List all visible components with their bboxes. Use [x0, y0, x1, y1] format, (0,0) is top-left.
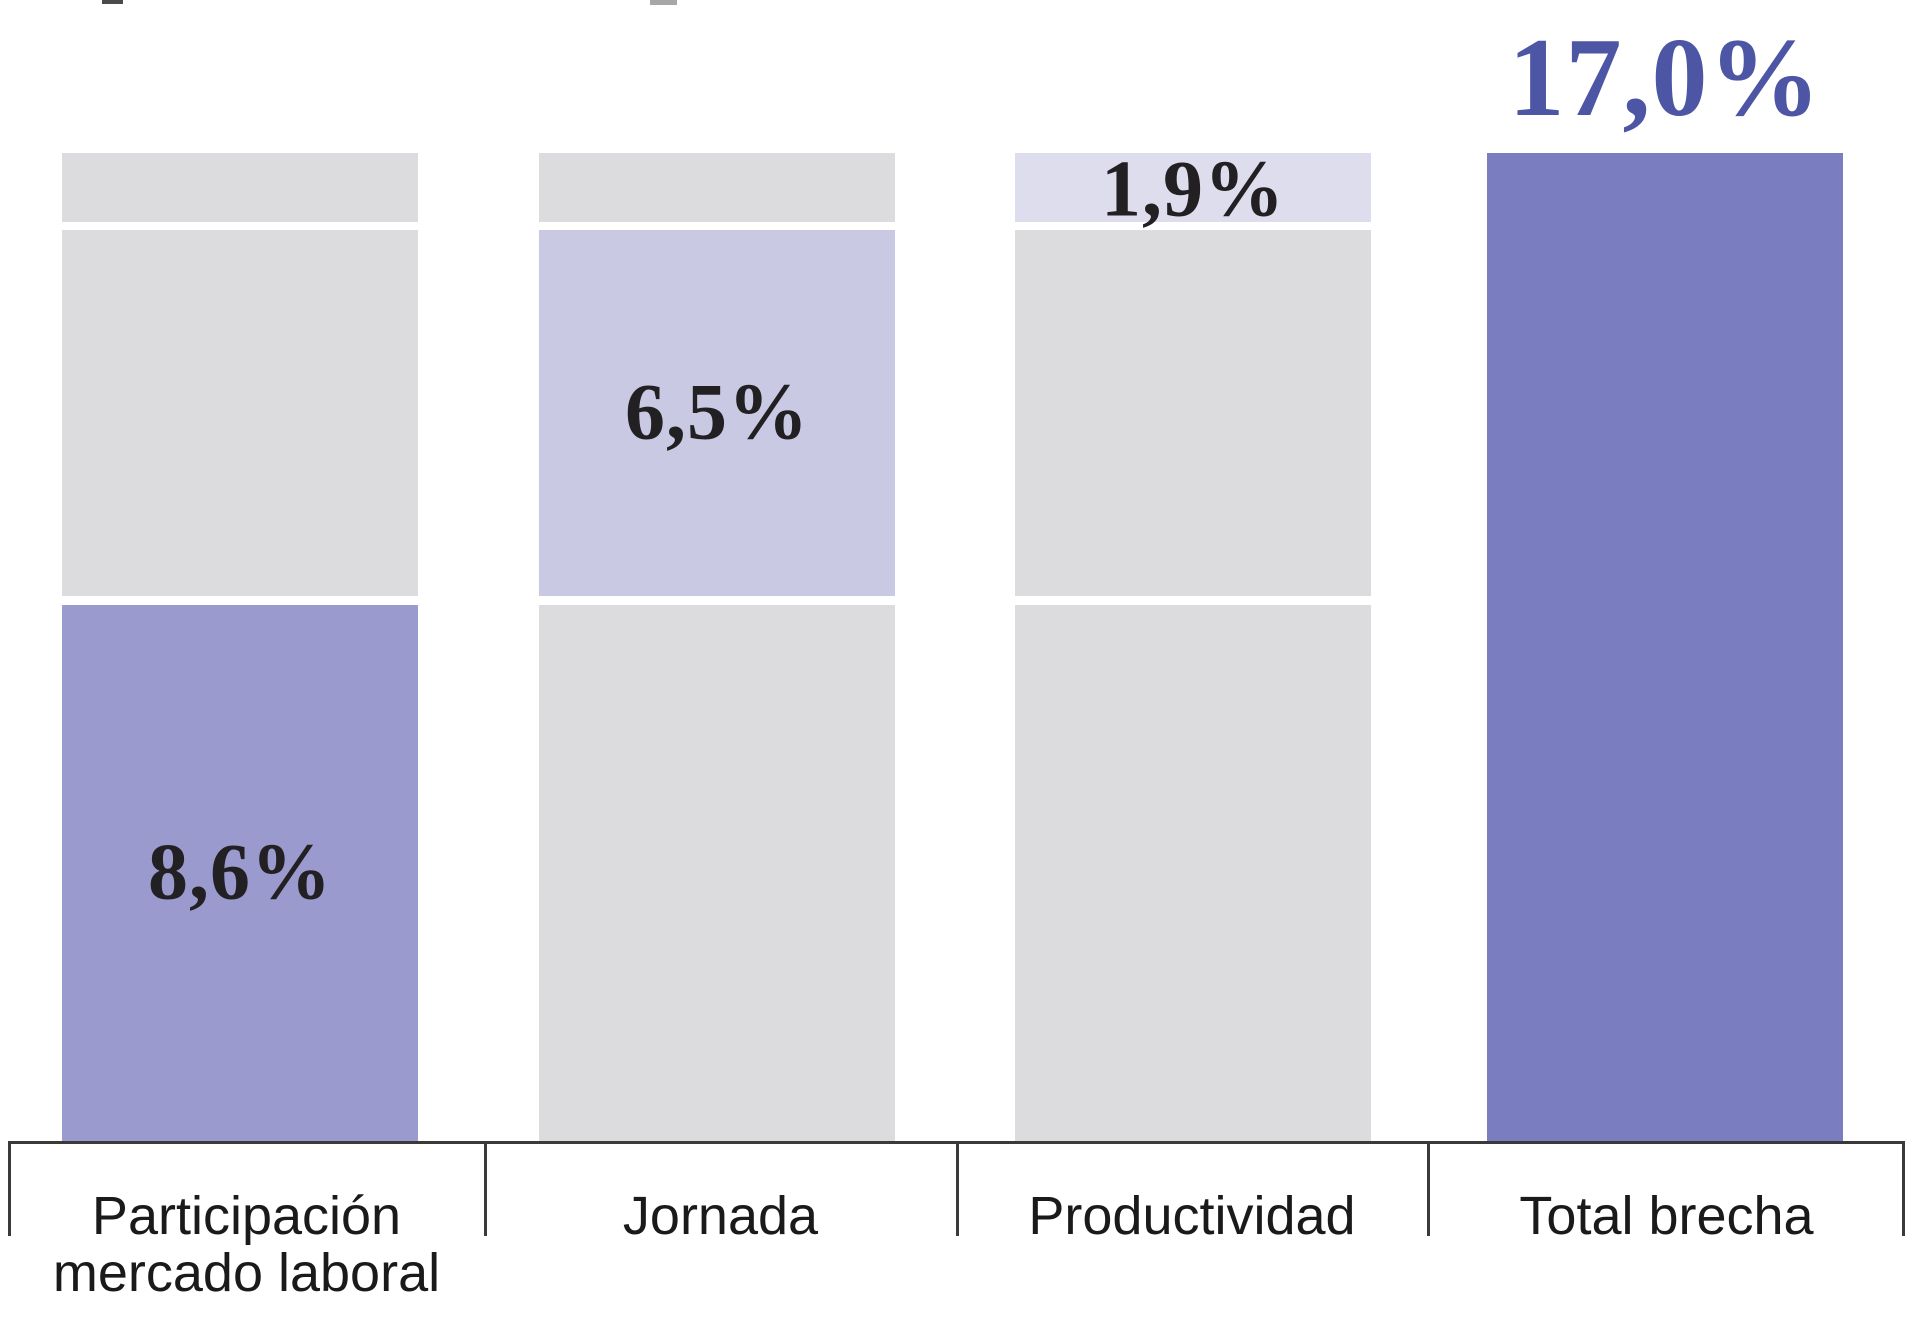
bar-segment-participacion: [1015, 605, 1371, 1142]
bar-participacion: 8,6%: [62, 153, 418, 1142]
bar-jornada: 6,5%: [539, 153, 895, 1142]
value-label-participacion: 8,6%: [148, 828, 332, 917]
x-axis-tick: [1427, 1144, 1430, 1236]
bar-segment-participacion: [62, 605, 418, 1142]
category-label-participacion: Participación mercado laboral: [52, 1186, 441, 1303]
x-axis-tick: [484, 1144, 487, 1236]
category-label-total-brecha: Total brecha: [1519, 1186, 1814, 1246]
bar-total-brecha: [1487, 153, 1843, 1142]
cropped-title-fragment: [650, 0, 677, 5]
bar-segment-productividad: [62, 153, 418, 223]
x-axis-line: [8, 1141, 1905, 1144]
x-axis-tick: [956, 1144, 959, 1236]
value-label-jornada: 6,5%: [625, 368, 809, 457]
bar-segment-jornada: [62, 230, 418, 597]
bar-segment-jornada: [1015, 230, 1371, 597]
category-label-productividad: Productividad: [1028, 1186, 1356, 1246]
total-value-label: 17,0%: [1508, 16, 1822, 140]
cropped-title-fragment: [102, 0, 123, 4]
bar-segment-participacion: [539, 605, 895, 1142]
bar-productividad: 1,9%: [1015, 145, 1371, 1142]
category-label-jornada: Jornada: [622, 1186, 819, 1246]
value-label-productividad: 1,9%: [1101, 145, 1285, 234]
x-axis-tick: [1902, 1144, 1905, 1236]
x-axis-tick: [8, 1144, 11, 1236]
bar-segment-productividad: [539, 153, 895, 223]
bar-segment-jornada: [539, 230, 895, 597]
bar-segment-productividad: [1015, 153, 1371, 223]
